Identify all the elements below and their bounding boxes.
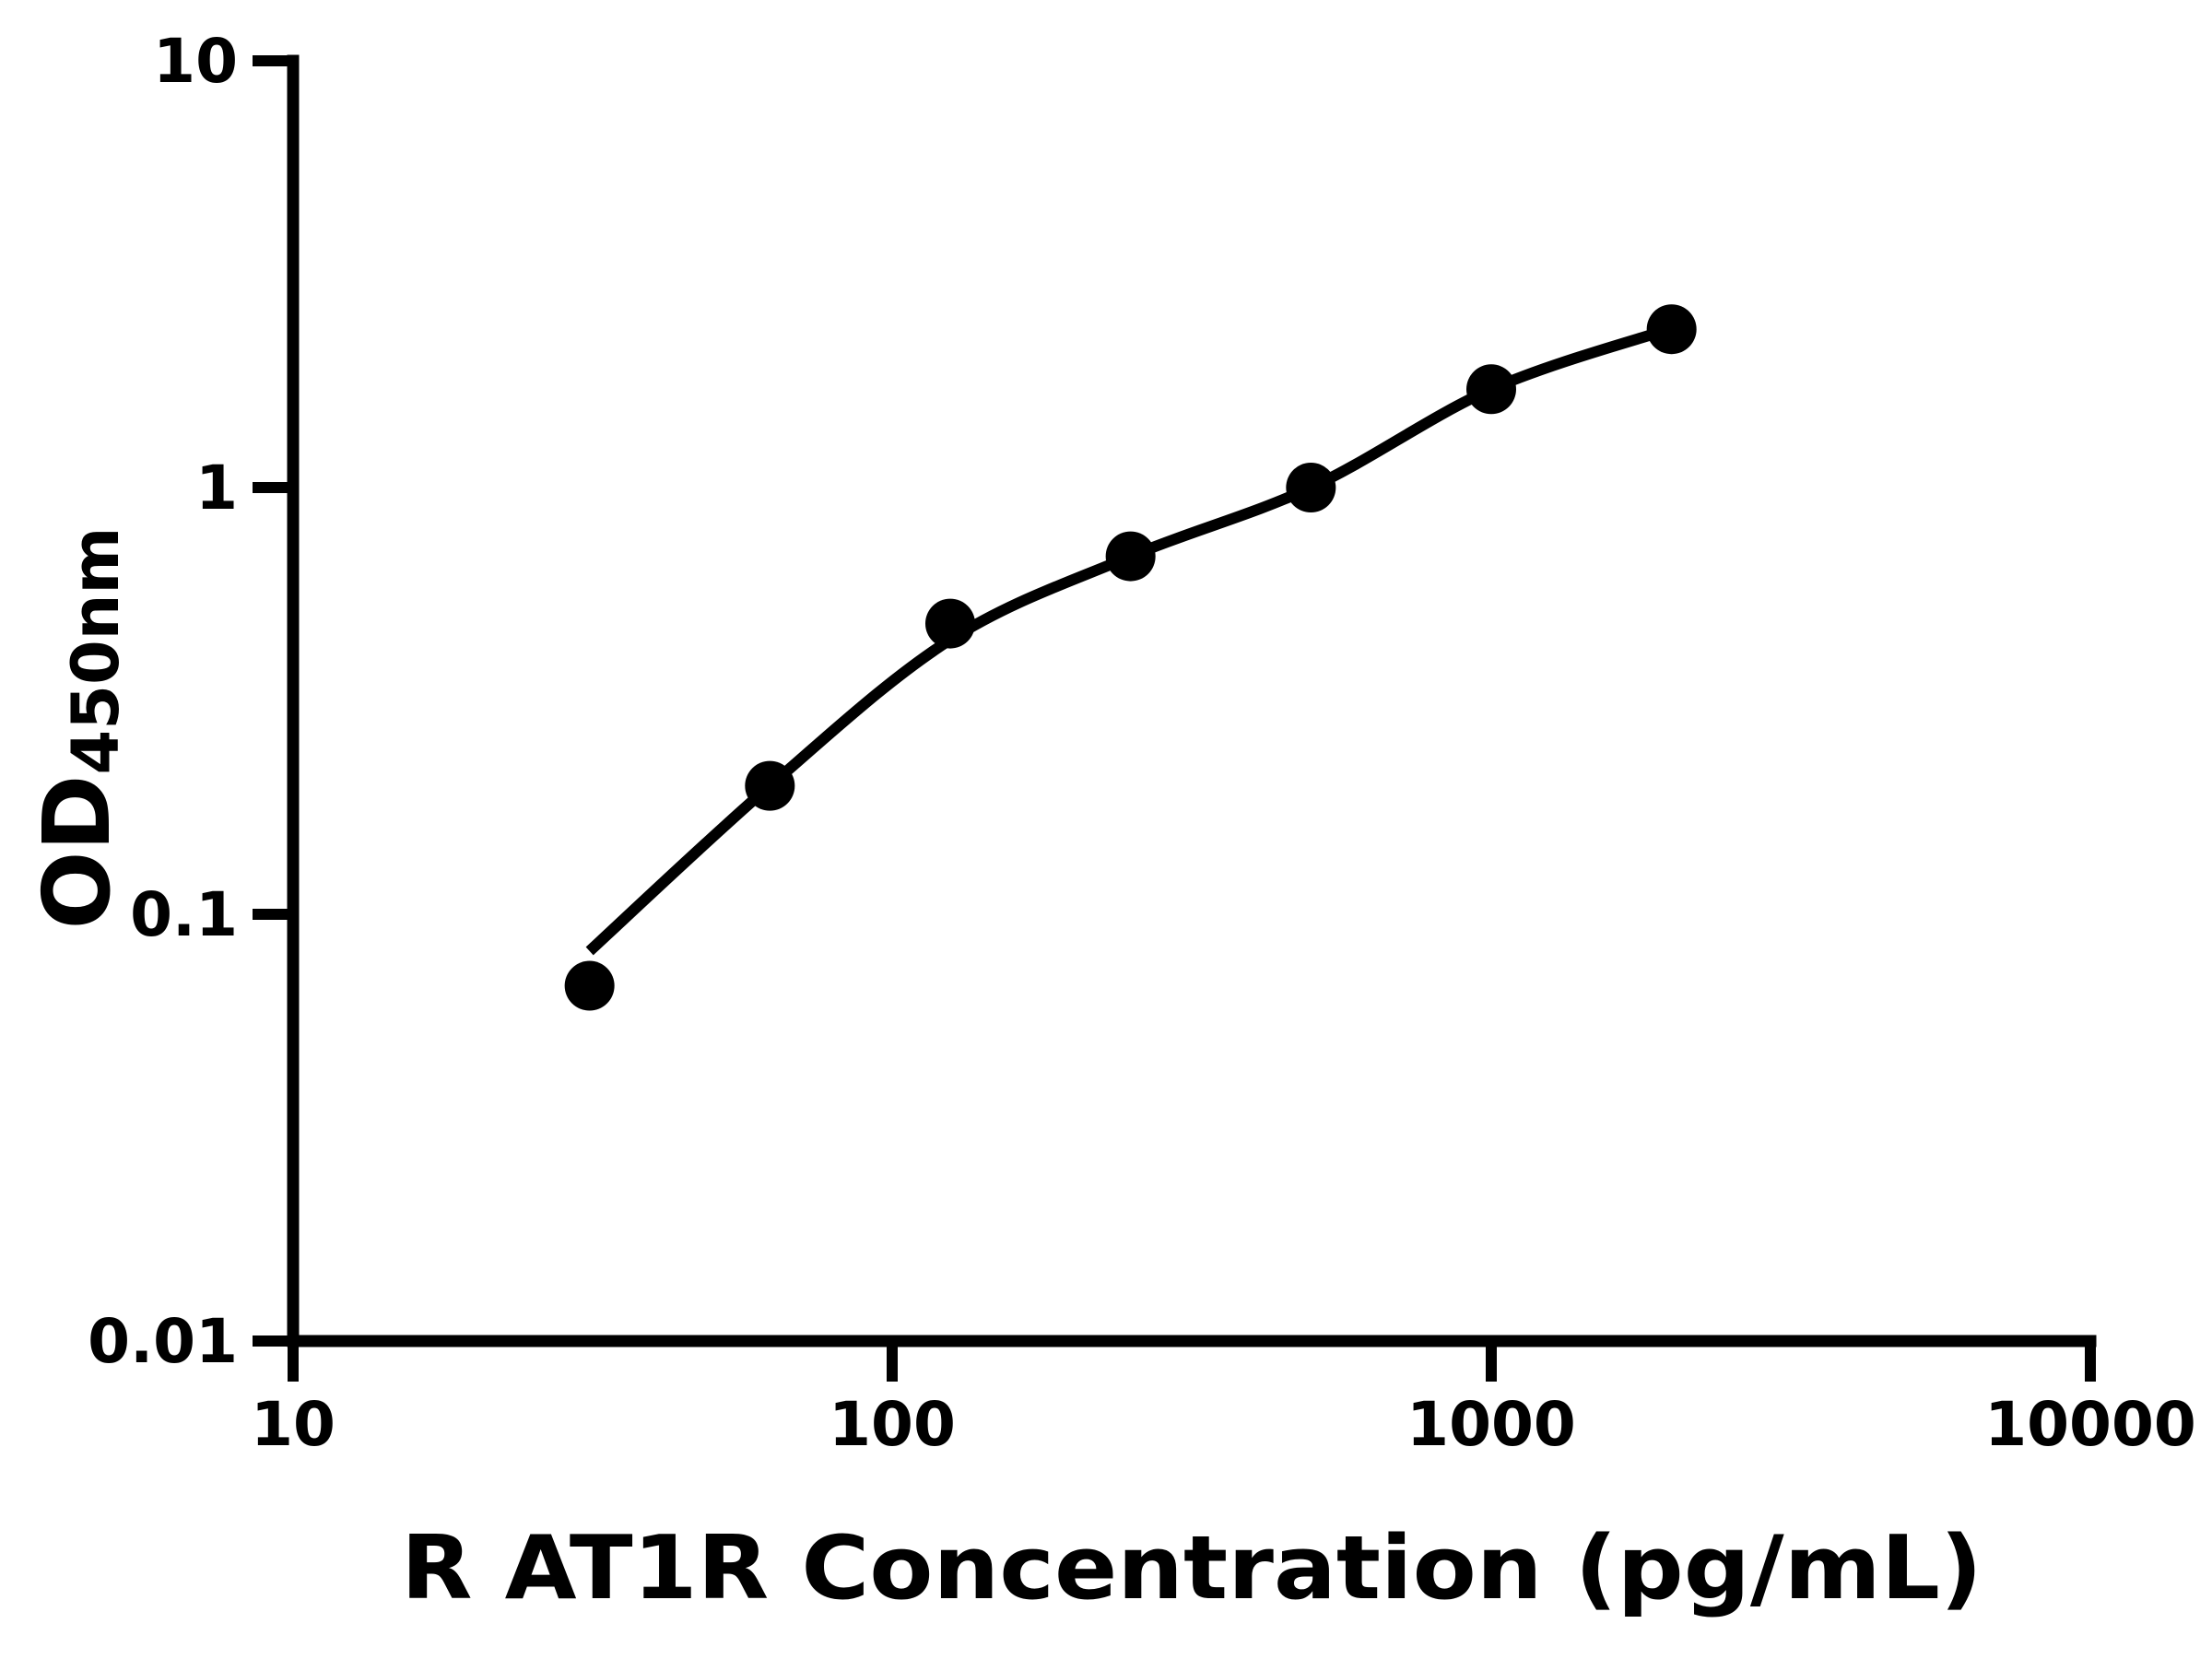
y-tick-label: 0.1 [130, 879, 238, 950]
y-axis-title-subscript: 450nm [58, 527, 134, 775]
y-tick-label: 1 [195, 453, 238, 524]
x-axis-title: R AT1R Concentration (pg/mL) [401, 1518, 1983, 1619]
x-tick-label: 10 [251, 1389, 335, 1460]
data-point-marker [1466, 364, 1516, 415]
y-axis-title: OD450nm [23, 527, 134, 930]
data-point-marker [1646, 304, 1697, 355]
data-point-marker [745, 760, 795, 811]
x-tick-label: 100 [829, 1389, 956, 1460]
data-point-marker [924, 598, 975, 649]
data-point-marker [1105, 531, 1156, 582]
plot-area: 10 100 1000 10000 0.01 0.1 1 10 [88, 26, 2196, 1460]
fitted-curve [585, 323, 1674, 956]
x-tick-label: 10000 [1984, 1389, 2196, 1460]
y-axis-title-main: OD [23, 774, 131, 929]
y-tick-label: 10 [153, 26, 238, 97]
data-point-marker [564, 960, 615, 1011]
x-tick-label: 1000 [1406, 1389, 1576, 1460]
data-point-marker [1286, 463, 1336, 512]
y-tick-label: 0.01 [88, 1306, 238, 1377]
